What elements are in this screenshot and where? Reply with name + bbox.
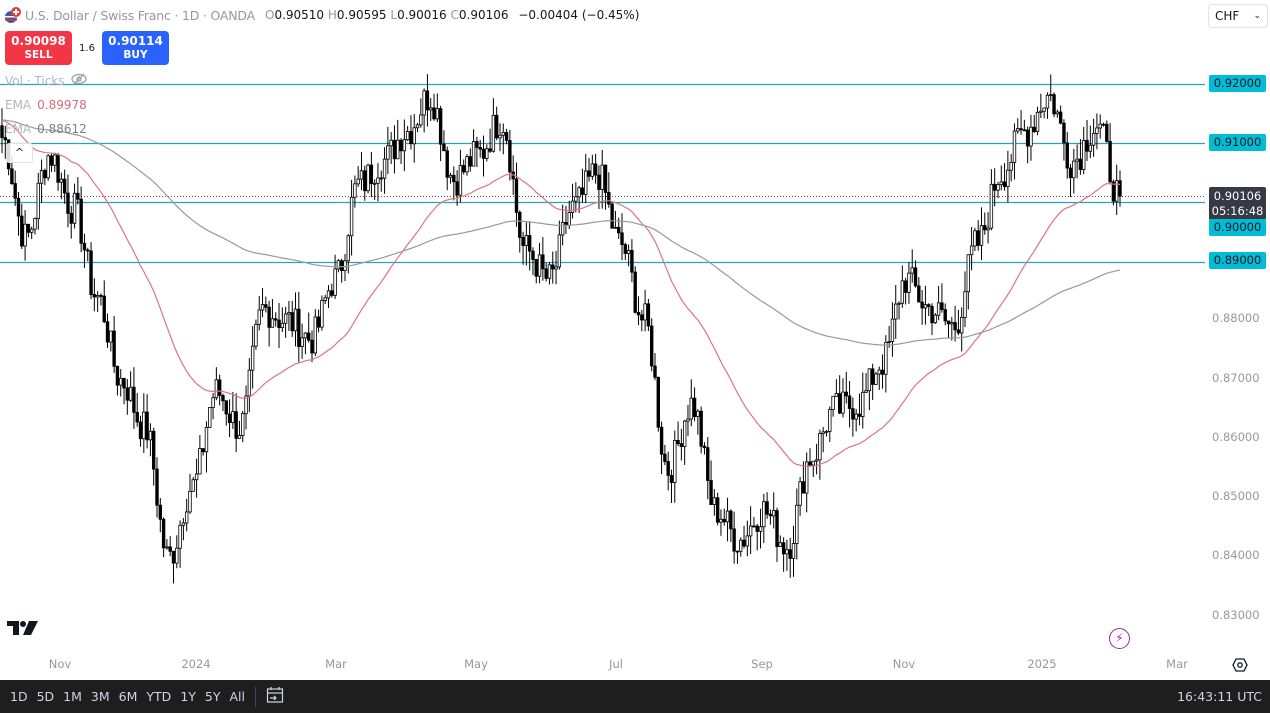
lightning-icon[interactable]: ⚡︎ [1109,628,1130,649]
sell-label: SELL [24,49,53,61]
time-label-mar: Mar [1166,657,1188,671]
bar-countdown: 05:16:48 [1211,204,1264,218]
low-key: L [390,8,398,22]
close-value: 0.90106 [458,8,509,22]
time-label-sep: Sep [751,657,773,671]
range-button-1d[interactable]: 1D [10,689,28,704]
eye-crossed-icon[interactable] [70,73,87,88]
ema-slow-legend[interactable]: EMA 0.88612 [5,122,87,136]
buy-price: 0.90114 [108,34,163,48]
price-level-0.84000: 0.84000 [1212,548,1260,562]
toolbar-divider [255,686,256,707]
ema-slow-value: 0.88612 [37,122,87,136]
range-button-5d[interactable]: 5D [36,689,55,704]
change-value: −0.00404 (−0.45%) [518,8,640,22]
ema-slow-label: EMA [5,122,32,136]
ema-fast-value: 0.89978 [37,98,87,112]
currency-label: CHF [1215,9,1240,23]
price-level-0.87000: 0.87000 [1212,371,1260,385]
time-label-jul: Jul [609,657,623,671]
high-key: H [327,8,337,22]
sell-price: 0.90098 [11,34,66,48]
price-level-0.88000: 0.88000 [1212,311,1260,325]
trade-panel: 0.90098 SELL 1.6 0.90114 BUY [5,31,169,65]
buy-button[interactable]: 0.90114 BUY [102,31,169,65]
range-button-all[interactable]: All [229,689,246,704]
price-level-0.91000: 0.91000 [1209,134,1266,151]
price-level-0.83000: 0.83000 [1212,608,1260,622]
volume-label: Vol · Ticks [5,73,65,88]
range-button-ytd[interactable]: YTD [146,689,172,704]
tradingview-logo-icon[interactable] [7,620,39,640]
go-to-date-icon[interactable] [266,686,284,708]
current-price-tag: 0.90106 05:16:48 [1209,187,1266,220]
ema-slow-line[interactable] [1,119,1121,346]
range-button-6m[interactable]: 6M [118,689,138,704]
time-label-2025: 2025 [1027,657,1057,671]
symbol-header: U.S. Dollar / Swiss Franc · 1D · OANDA O… [0,0,639,30]
buy-label: BUY [123,49,148,61]
price-level-0.86000: 0.86000 [1212,430,1260,444]
spread-value: 1.6 [79,42,95,54]
currency-selector[interactable]: CHF ⌄ [1208,4,1268,28]
symbol-title[interactable]: U.S. Dollar / Swiss Franc · 1D · OANDA [25,7,255,23]
ema-fast-label: EMA [5,98,32,112]
range-button-3m[interactable]: 3M [90,689,110,704]
price-level-0.85000: 0.85000 [1212,489,1260,503]
time-label-nov: Nov [892,657,916,671]
time-label-2024: 2024 [181,657,211,671]
time-label-mar: Mar [325,657,347,671]
candlestick-series [0,74,1122,584]
price-level-0.92000: 0.92000 [1209,75,1266,92]
volume-legend[interactable]: Vol · Ticks [5,73,87,88]
chevron-up-icon: ^ [14,146,25,159]
time-label-nov: Nov [48,657,72,671]
settings-hex-icon[interactable] [1232,657,1248,677]
current-price: 0.90106 [1213,189,1262,203]
ohlc-values: O0.90510 H0.90595 L0.90016 C0.90106 −0.0… [265,8,639,22]
close-key: C [450,8,459,22]
low-value: 0.90016 [397,8,447,22]
range-button-1m[interactable]: 1M [63,689,82,704]
bottom-toolbar: 1D 5D 1M 3M 6M YTD 1Y 5Y All 16:43:11 UTC [0,680,1270,713]
utc-clock[interactable]: 16:43:11 UTC [1177,689,1262,704]
open-key: O [264,8,275,22]
chevron-down-icon: ⌄ [1253,11,1261,21]
ema-fast-line[interactable] [1,120,1121,467]
range-button-1y[interactable]: 1Y [180,689,196,704]
collapse-legend-button[interactable]: ^ [6,143,33,163]
price-level-0.89000: 0.89000 [1209,252,1266,269]
open-value: 0.90510 [274,8,325,22]
range-button-5y[interactable]: 5Y [204,689,221,704]
usd-chf-flag-icon [4,7,22,23]
price-level-0.90000: 0.90000 [1209,219,1266,236]
high-value: 0.90595 [336,8,387,22]
range-buttons: 1D 5D 1M 3M 6M YTD 1Y 5Y All [0,689,245,704]
sell-button[interactable]: 0.90098 SELL [5,31,72,65]
price-chart-canvas[interactable] [0,0,1205,680]
time-label-may: May [464,657,488,671]
ema-fast-legend[interactable]: EMA 0.89978 [5,98,87,112]
